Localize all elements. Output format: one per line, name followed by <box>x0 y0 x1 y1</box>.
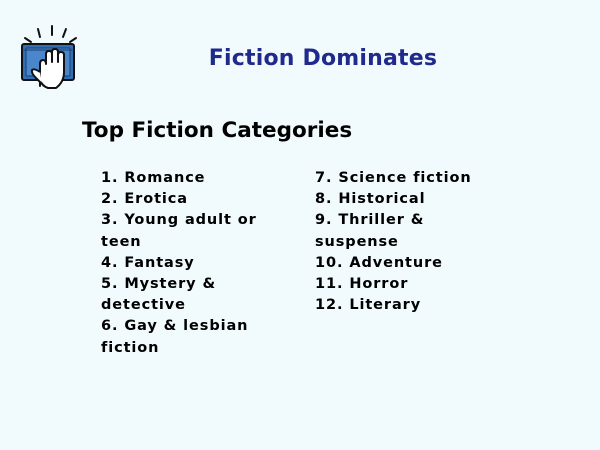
category-item: 10. Adventure <box>315 254 443 271</box>
category-item: 7. Science fiction <box>315 170 472 186</box>
category-item: 12. Literary <box>315 297 422 314</box>
category-item: 6. Gay & lesbian fiction <box>101 318 249 356</box>
category-list-right: 7. Science fiction 8. Historical 9. Thri… <box>315 168 493 316</box>
category-item: 11. Horror <box>315 276 409 293</box>
slide-title: Fiction Dominates <box>208 46 438 71</box>
category-item: 9. Thriller & suspense <box>315 212 425 250</box>
section-heading: Top Fiction Categories <box>82 118 353 143</box>
category-item: 4. Fantasy <box>101 254 195 271</box>
category-item: 2. Erotica <box>101 191 188 208</box>
category-item: 3. Young adult or teen <box>101 212 257 250</box>
category-item: 8. Historical <box>315 191 426 208</box>
category-item: 1. Romance <box>101 170 206 186</box>
category-item: 5. Mystery & detective <box>101 276 217 314</box>
category-list-left: 1. Romance 2. Erotica 3. Young adult or … <box>101 168 276 359</box>
hand-on-book-icon <box>21 25 77 89</box>
